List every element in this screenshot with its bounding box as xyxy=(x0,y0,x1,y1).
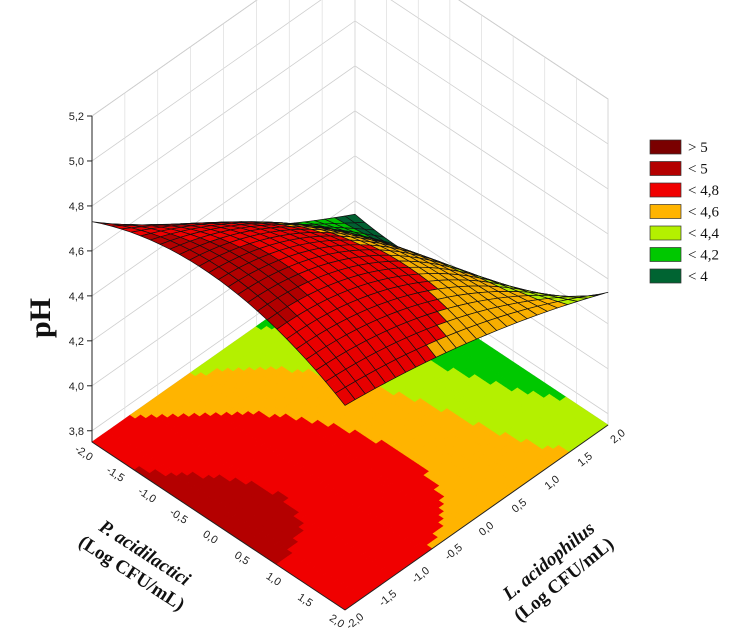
z-tick-label: 4,0 xyxy=(69,381,84,393)
y-axis-title: L. acidophilus (Log CFU/mL) xyxy=(498,518,618,627)
z-tick-label: 4,2 xyxy=(69,336,84,348)
legend-swatch xyxy=(649,139,682,155)
x-tick-label: -1,5 xyxy=(104,464,126,484)
y-tick-label: -1,0 xyxy=(410,565,432,586)
x-axis-line xyxy=(91,441,346,611)
z-tick-label: 5,2 xyxy=(69,111,84,123)
x-tick-label: 1,0 xyxy=(264,570,283,588)
y-axis-line xyxy=(344,424,609,611)
legend-swatch xyxy=(649,247,682,262)
legend-label: < 4 xyxy=(688,269,708,285)
y-tick-label: -1,5 xyxy=(377,588,399,609)
x-tick-label: -0,5 xyxy=(167,506,189,526)
z-grid-line xyxy=(91,0,609,162)
response-surface xyxy=(91,213,609,406)
z-tick-label: 5,0 xyxy=(69,156,84,168)
x-tick-label: 2,0 xyxy=(327,612,346,630)
surface-cell xyxy=(334,386,356,406)
legend-swatch xyxy=(649,182,682,198)
legend-swatch xyxy=(649,204,682,219)
y-tick-label: 1,5 xyxy=(576,450,595,469)
z-tick-label: 4,4 xyxy=(69,291,84,303)
z-tick-label: 4,6 xyxy=(69,246,84,258)
legend-swatch xyxy=(649,268,682,284)
z-tick-label: 4,8 xyxy=(69,201,84,213)
z-tick-label: 3,8 xyxy=(69,426,84,438)
legend-label: < 4,4 xyxy=(688,226,719,242)
y-tick-label: 0,5 xyxy=(510,497,529,516)
y-tick-label: -0,5 xyxy=(443,542,465,563)
z-axis-title: pH xyxy=(24,298,57,338)
legend: > 5 < 5 < 4,8 < 4,6 < 4,4 < 4,2 < 4 xyxy=(649,139,719,285)
legend-label: < 4,6 xyxy=(688,205,719,221)
z-grid-line xyxy=(91,0,609,117)
x-tick-label: -2,0 xyxy=(72,443,94,463)
y-tick-label: -2,0 xyxy=(344,611,366,632)
y-tick-label: 1,0 xyxy=(543,473,562,492)
x-tick-label: 1,5 xyxy=(295,591,314,609)
legend-label: < 4,2 xyxy=(688,248,719,264)
x-axis-title: P. acidilactici (Log CFU/mL) xyxy=(75,516,195,616)
x-tick-label: 0,0 xyxy=(200,528,219,546)
legend-swatch xyxy=(649,225,682,241)
x-tick-label: -1,0 xyxy=(136,485,158,505)
y-tick-label: 0,0 xyxy=(477,520,496,539)
axes xyxy=(91,116,609,611)
y-tick-label: 2,0 xyxy=(608,427,627,446)
legend-swatch xyxy=(649,161,682,176)
legend-label: < 5 xyxy=(688,162,708,178)
legend-label: < 4,8 xyxy=(688,183,719,199)
legend-label: > 5 xyxy=(688,140,708,156)
x-tick-label: 0,5 xyxy=(232,549,251,567)
